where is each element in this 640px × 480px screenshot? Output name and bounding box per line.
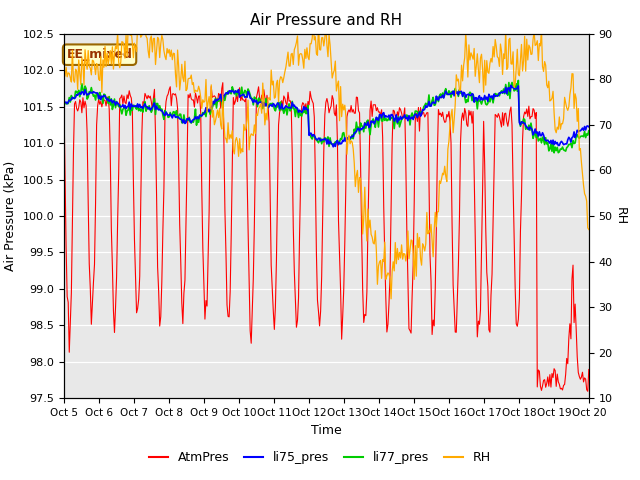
Legend: AtmPres, li75_pres, li77_pres, RH: AtmPres, li75_pres, li77_pres, RH: [144, 446, 496, 469]
X-axis label: Time: Time: [311, 424, 342, 437]
Y-axis label: Air Pressure (kPa): Air Pressure (kPa): [4, 161, 17, 271]
Text: EE_mixed: EE_mixed: [67, 48, 132, 61]
Title: Air Pressure and RH: Air Pressure and RH: [250, 13, 403, 28]
Y-axis label: RH: RH: [614, 207, 627, 225]
